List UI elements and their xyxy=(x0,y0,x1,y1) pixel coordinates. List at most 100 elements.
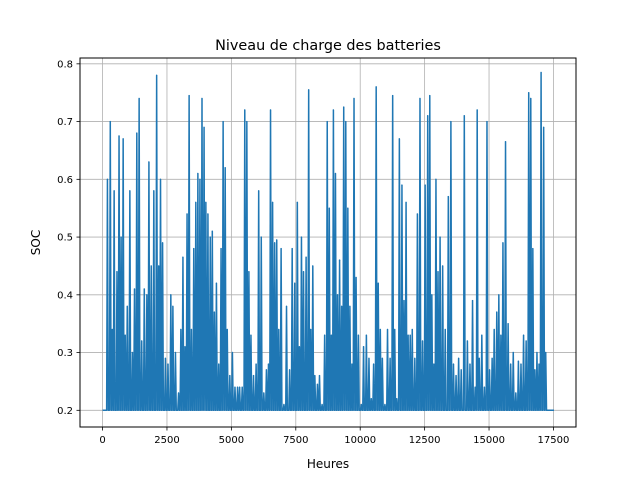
soc-peak-point xyxy=(338,259,341,261)
soc-peak-point xyxy=(118,135,120,137)
tick-marks xyxy=(76,63,554,431)
soc-peak-point xyxy=(197,172,199,175)
soc-peak-point xyxy=(442,265,444,267)
soc-peak-point xyxy=(368,357,370,359)
soc-peak-point xyxy=(220,248,222,250)
soc-peak-point xyxy=(310,328,312,331)
soc-peak-point xyxy=(409,334,411,336)
soc-peak-point xyxy=(381,357,383,359)
soc-peak-point xyxy=(429,94,431,97)
y-tick-label: 0.6 xyxy=(57,175,73,186)
soc-peak-point xyxy=(534,369,536,371)
tick-labels: 0 2500 5000 7500 10000 12500 15000 17500 0.2 0.3 0… xyxy=(57,59,569,446)
soc-peak-point xyxy=(136,132,138,134)
soc-peak-point xyxy=(234,386,236,388)
soc-peak-point xyxy=(267,363,270,365)
soc-peak-point xyxy=(433,363,435,365)
soc-peak-point xyxy=(229,375,231,377)
soc-peak-point xyxy=(186,213,188,215)
soc-peak-point xyxy=(109,120,111,123)
soc-peak-point xyxy=(289,369,291,371)
soc-peak-point xyxy=(106,178,109,180)
soc-peak-point xyxy=(141,340,143,342)
soc-peak-point xyxy=(365,334,367,336)
soc-peak-point xyxy=(543,126,545,128)
soc-peak-point xyxy=(153,190,155,192)
soc-peak-point xyxy=(272,201,274,204)
soc-peak-point xyxy=(427,115,429,117)
soc-peak-point xyxy=(180,328,182,331)
soc-peak-point xyxy=(540,71,542,74)
soc-peak-point xyxy=(280,248,282,250)
soc-peak-point xyxy=(203,126,205,128)
soc-peak-point xyxy=(246,120,248,123)
soc-peak-point xyxy=(522,334,525,336)
soc-peak-point xyxy=(260,236,262,238)
soc-peak-point xyxy=(250,334,252,336)
soc-peak-point xyxy=(231,351,234,354)
soc-peak-point xyxy=(265,369,268,371)
soc-peak-point xyxy=(150,265,152,267)
soc-peak-point xyxy=(424,184,426,186)
soc-peak-point xyxy=(392,94,394,97)
soc-peak-point xyxy=(439,236,441,238)
soc-peak-point xyxy=(213,311,215,313)
soc-peak-point xyxy=(236,386,239,388)
soc-peak-point xyxy=(373,363,375,365)
y-tick-label: 0.2 xyxy=(57,406,73,417)
y-axis-label: SOC xyxy=(29,230,43,255)
soc-peak-point xyxy=(360,403,362,406)
soc-peak-point xyxy=(258,190,260,192)
soc-peak-point xyxy=(148,161,150,163)
soc-peak-point xyxy=(528,92,530,94)
soc-peak-point xyxy=(379,328,381,331)
soc-peak-point xyxy=(362,346,365,348)
soc-peak-point xyxy=(478,357,480,359)
soc-peak-point xyxy=(305,256,307,258)
soc-peak-point xyxy=(164,357,167,359)
soc-peak-point xyxy=(491,357,493,359)
soc-peak-point xyxy=(211,230,213,232)
soc-peak-point xyxy=(113,190,115,192)
soc-peak-point xyxy=(111,328,113,331)
soc-peak-point xyxy=(507,323,509,325)
x-tick-label: 17500 xyxy=(538,435,570,446)
soc-peak-point xyxy=(336,294,339,296)
soc-peak-point xyxy=(474,386,476,388)
soc-peak-point xyxy=(532,248,534,250)
soc-peak-point xyxy=(291,248,293,250)
soc-peak-point xyxy=(285,305,288,307)
soc-peak-point xyxy=(252,375,255,377)
soc-peak-point xyxy=(263,392,265,394)
soc-peak-point xyxy=(386,328,389,331)
soc-peak-point xyxy=(131,351,134,354)
y-tick-label: 0.5 xyxy=(57,233,73,244)
soc-peak-point xyxy=(431,294,433,296)
soc-peak-point xyxy=(355,276,357,279)
axes-frame xyxy=(79,57,577,428)
soc-peak-point xyxy=(156,74,158,76)
soc-peak-point xyxy=(545,351,547,354)
soc-peak-point xyxy=(471,299,474,302)
soc-peak-point xyxy=(255,363,257,365)
soc-peak-point xyxy=(447,196,449,198)
soc-peak-point xyxy=(126,305,128,307)
soc-peak-point xyxy=(318,375,321,377)
soc-peak-point xyxy=(124,334,126,336)
x-tick-label: 5000 xyxy=(219,435,244,446)
soc-peak-point xyxy=(239,386,241,388)
soc-peak-point xyxy=(177,392,180,394)
soc-peak-point xyxy=(326,120,328,123)
soc-peak-point xyxy=(321,403,323,406)
x-tick-label: 2500 xyxy=(154,435,179,446)
soc-peak-point xyxy=(122,138,124,140)
soc-peak-point xyxy=(302,271,305,273)
soc-peak-point xyxy=(133,288,136,290)
soc-peak-point xyxy=(274,242,276,244)
soc-peak-point xyxy=(294,282,296,284)
soc-peak-point xyxy=(195,201,197,204)
soc-peak-point xyxy=(483,386,485,388)
y-tick-label: 0.4 xyxy=(57,290,73,301)
soc-peak-point xyxy=(172,305,174,307)
soc-peak-point xyxy=(129,190,131,192)
